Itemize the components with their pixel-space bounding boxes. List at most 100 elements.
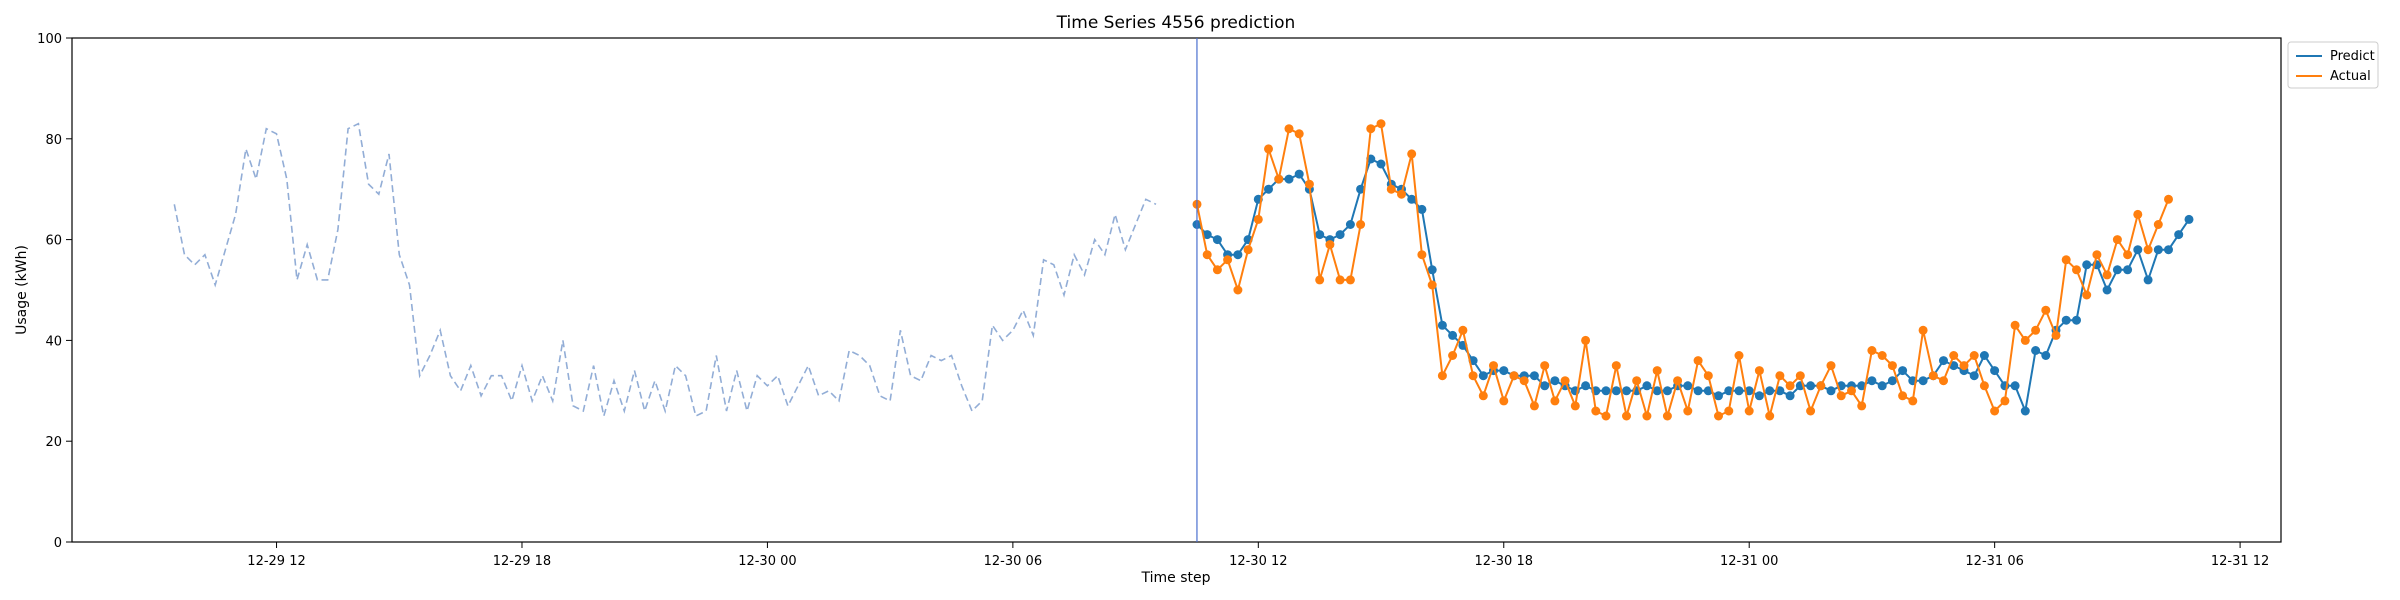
data-point-predict	[1202, 230, 1212, 240]
data-point-actual	[1959, 361, 1969, 371]
data-point-predict	[2072, 315, 2081, 325]
data-point-actual	[1325, 240, 1335, 250]
data-point-actual	[2143, 245, 2153, 255]
x-tick-label: 12-29 18	[493, 554, 551, 569]
y-axis: 0 20 40 60 80 100	[37, 32, 72, 551]
x-tick-label: 12-30 06	[984, 554, 1042, 569]
data-point-actual	[1274, 174, 1284, 184]
data-point-actual	[2133, 209, 2143, 219]
data-point-predict	[1601, 386, 1611, 396]
y-tick-label: 100	[37, 32, 62, 47]
data-point-actual	[1928, 371, 1938, 381]
legend: Predict Actual	[2287, 41, 2379, 89]
series-predict	[1192, 154, 2194, 416]
data-point-actual	[1949, 351, 1959, 360]
data-point-predict	[1898, 366, 1908, 376]
data-point-predict	[1407, 194, 1417, 204]
data-point-predict	[1826, 386, 1836, 396]
data-point-predict	[1315, 230, 1325, 240]
data-point-actual	[2164, 194, 2173, 204]
data-point-actual	[1611, 361, 1621, 371]
data-point-actual	[2153, 220, 2163, 229]
data-point-actual	[1458, 325, 1468, 335]
data-point-actual	[1939, 376, 1948, 386]
data-point-actual	[1356, 220, 1366, 229]
data-point-actual	[2082, 290, 2092, 300]
data-point-predict	[2020, 406, 2030, 416]
data-point-predict	[1806, 381, 1816, 391]
x-tick-label: 12-30 00	[738, 554, 796, 569]
data-point-predict	[2174, 230, 2184, 240]
data-point-actual	[1489, 361, 1498, 371]
data-point-actual	[2031, 325, 2041, 335]
data-point-actual	[1969, 351, 1979, 360]
data-point-actual	[1437, 371, 1447, 381]
data-point-actual	[1212, 265, 1222, 275]
data-point-actual	[2092, 250, 2102, 260]
x-tick-label: 12-31 12	[2211, 554, 2269, 569]
y-tick-label: 80	[45, 133, 62, 148]
x-tick-label: 12-30 12	[1229, 554, 1287, 569]
data-point-predict	[1683, 381, 1693, 391]
data-point-actual	[1683, 406, 1693, 416]
data-point-predict	[1478, 371, 1488, 381]
data-point-predict	[2041, 351, 2051, 360]
data-point-actual	[1703, 371, 1713, 381]
data-point-predict	[1529, 371, 1539, 381]
data-point-predict	[1335, 230, 1345, 240]
data-point-actual	[1867, 346, 1877, 355]
legend-label-predict: Predict	[2330, 49, 2375, 64]
data-point-predict	[1427, 265, 1437, 275]
data-point-actual	[1795, 371, 1805, 381]
data-point-actual	[1806, 406, 1816, 416]
data-point-actual	[1366, 124, 1376, 134]
data-point-predict	[1356, 184, 1366, 194]
data-point-predict	[1448, 330, 1458, 340]
data-point-actual	[1233, 285, 1243, 295]
data-point-predict	[1550, 376, 1560, 386]
data-point-predict	[1877, 381, 1887, 391]
data-point-actual	[1816, 381, 1826, 391]
data-point-predict	[1734, 386, 1744, 396]
data-point-actual	[1714, 411, 1723, 421]
data-point-actual	[1335, 275, 1345, 285]
data-point-predict	[1724, 386, 1734, 396]
y-tick-label: 60	[45, 234, 62, 249]
data-point-actual	[1223, 255, 1233, 265]
data-point-actual	[1979, 381, 1989, 391]
data-point-predict	[1990, 366, 2000, 376]
data-point-actual	[1673, 376, 1683, 386]
data-point-actual	[1407, 149, 1417, 159]
data-point-actual	[1284, 124, 1294, 134]
data-point-actual	[2010, 320, 2020, 330]
plot-frame	[71, 37, 2282, 543]
y-axis-label: Usage (kWh)	[14, 245, 30, 335]
data-point-predict	[1652, 386, 1662, 396]
data-point-predict	[2123, 265, 2133, 275]
chart-title: Time Series 4556 prediction	[1056, 13, 1296, 33]
data-point-actual	[1591, 406, 1601, 416]
data-point-predict	[1754, 391, 1764, 401]
data-point-actual	[2000, 396, 2010, 406]
data-point-actual	[1509, 371, 1519, 381]
data-point-actual	[1386, 184, 1396, 194]
data-point-actual	[1734, 351, 1744, 360]
data-point-actual	[1775, 371, 1785, 381]
data-point-actual	[1622, 411, 1631, 421]
data-point-actual	[2072, 265, 2081, 275]
data-point-actual	[1427, 280, 1437, 290]
data-point-actual	[1345, 275, 1355, 285]
data-point-predict	[1264, 184, 1273, 194]
data-point-actual	[1550, 396, 1560, 406]
data-point-actual	[1857, 401, 1867, 411]
data-point-predict	[1376, 159, 1386, 169]
data-point-predict	[2164, 245, 2173, 255]
data-point-actual	[1581, 335, 1591, 345]
data-point-predict	[1939, 356, 1948, 366]
data-point-predict	[1581, 381, 1591, 391]
data-point-actual	[1253, 214, 1263, 224]
data-point-actual	[1519, 376, 1529, 386]
plot-area	[71, 37, 2282, 543]
